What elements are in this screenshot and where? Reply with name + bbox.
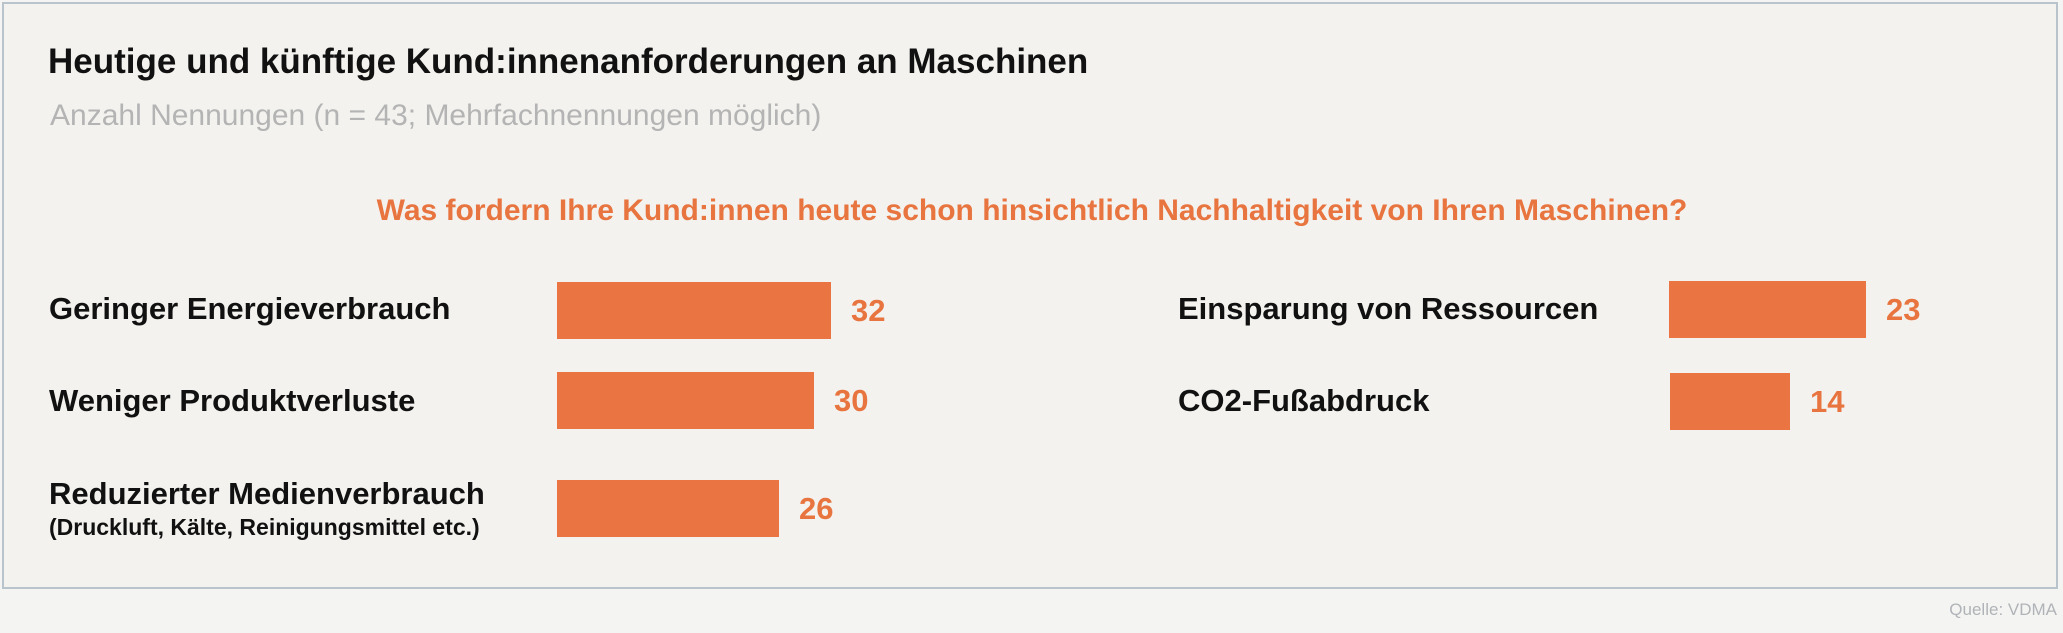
- bar-label-produktverluste: Weniger Produktverluste: [49, 383, 416, 418]
- source-note: Quelle: VDMA: [1949, 600, 2057, 619]
- chart-subtitle: Anzahl Nennungen (n = 43; Mehrfachnennun…: [50, 99, 822, 132]
- bar-co2: [1670, 373, 1790, 430]
- bar-value-medienverbrauch: 26: [799, 491, 834, 526]
- bar-label-medienverbrauch-text: Reduzierter Medienverbrauch: [49, 476, 485, 511]
- bar-produktverluste: [557, 372, 814, 429]
- bar-value-produktverluste: 30: [834, 383, 869, 418]
- bar-value-ressourcen: 23: [1886, 292, 1921, 327]
- bar-label-co2: CO2-Fußabdruck: [1178, 383, 1430, 418]
- bar-ressourcen: [1669, 281, 1866, 338]
- bar-label-energie: Geringer Energieverbrauch: [49, 291, 451, 326]
- bar-energie: [557, 282, 831, 339]
- bar-value-co2: 14: [1810, 384, 1845, 419]
- chart-question: Was fordern Ihre Kund:innen heute schon …: [376, 194, 1688, 227]
- chart-title: Heutige und künftige Kund:innenanforderu…: [48, 42, 1089, 81]
- bar-value-energie: 32: [851, 293, 886, 328]
- bar-label-ressourcen: Einsparung von Ressourcen: [1178, 291, 1599, 326]
- bar-medienverbrauch: [557, 480, 779, 537]
- chart-card: Heutige und künftige Kund:innenanforderu…: [2, 2, 2058, 589]
- bar-label-medienverbrauch: Reduzierter Medienverbrauch (Druckluft, …: [49, 476, 485, 542]
- bar-label-medienverbrauch-note: (Druckluft, Kälte, Reinigungsmittel etc.…: [49, 514, 480, 540]
